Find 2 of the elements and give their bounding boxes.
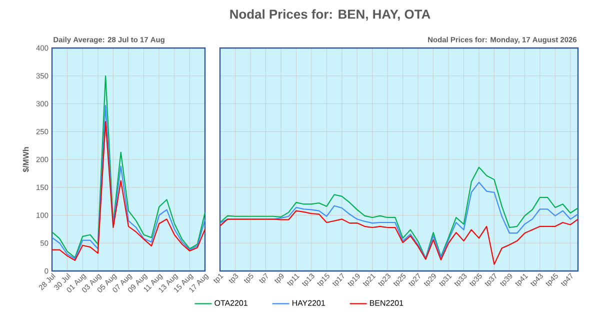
chart-title: Nodal Prices for: BEN, HAY, OTA bbox=[230, 9, 430, 21]
line-series bbox=[51, 75, 206, 258]
